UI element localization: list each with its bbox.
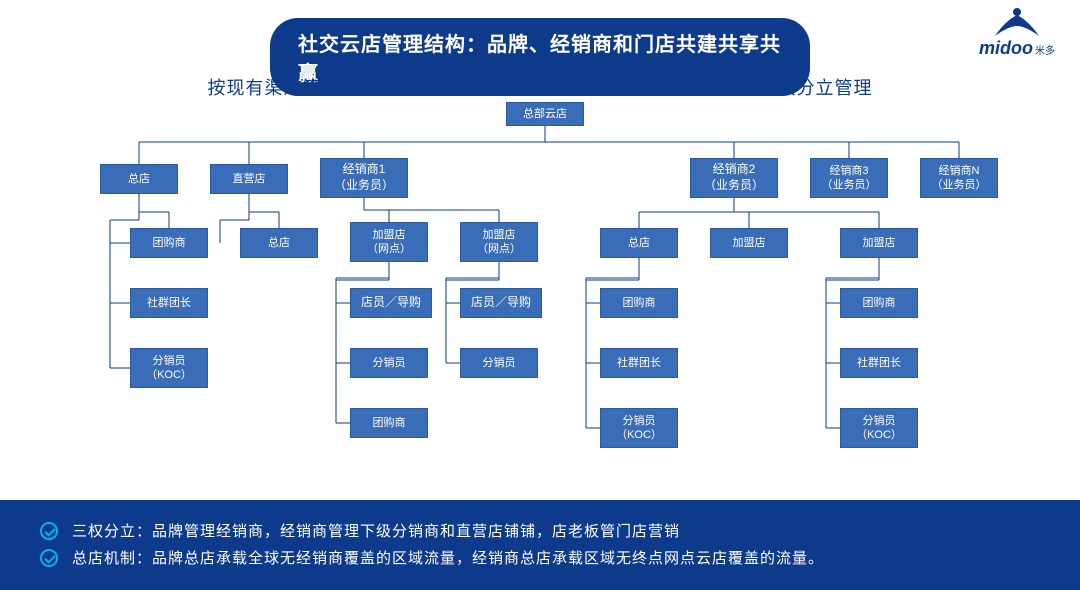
org-node-b4c3c: 分销员（KOC） — [840, 408, 918, 448]
org-node-root: 总部云店 — [506, 102, 584, 126]
footer-bar: 三权分立：品牌管理经销商，经销商管理下级分销商和直营店铺铺，店老板管门店营销 总… — [0, 500, 1080, 590]
org-node-b3: 经销商1（业务员） — [320, 158, 408, 198]
org-node-b4c1c: 分销员（KOC） — [600, 408, 678, 448]
org-chart: 总部云店总店 直营店 经销商1（业务员） 经销商2（业务员） 经销商3（业务员） 经销商N… — [50, 102, 1040, 482]
page-subtitle: 按现有渠道管理结构搭建线上管理平台，支持品牌、经销商、门店三权分立管理 — [0, 74, 1080, 100]
org-node-b6: 经销商N（业务员） — [920, 158, 998, 198]
org-node-b4c3: 加盟店 — [840, 228, 918, 258]
org-node-b4c1: 总店 — [600, 228, 678, 258]
footer-text-2: 总店机制：品牌总店承载全球无经销商覆盖的区域流量，经销商总店承载区域无终点网点云… — [72, 547, 824, 568]
org-node-b3c1b: 分销员 — [350, 348, 428, 378]
org-node-b1: 总店 — [100, 164, 178, 194]
logo-text: midoo米多 — [972, 38, 1062, 59]
org-node-b2c1: 总店 — [240, 228, 318, 258]
org-node-b3c2: 加盟店（网点） — [460, 222, 538, 262]
check-circle-icon — [40, 549, 58, 567]
logo-figure-icon — [989, 6, 1045, 42]
org-node-b4c1a: 团购商 — [600, 288, 678, 318]
check-circle-icon — [40, 522, 58, 540]
org-node-b4c2: 加盟店 — [710, 228, 788, 258]
org-node-b4: 经销商2（业务员） — [690, 158, 778, 198]
org-node-b1c2: 社群团长 — [130, 288, 208, 318]
org-node-b1c3: 分销员（KOC） — [130, 348, 208, 388]
org-node-b3c1a: 店员／导购 — [350, 288, 432, 318]
org-node-b3c1: 加盟店（网点） — [350, 222, 428, 262]
org-node-b4c3b: 社群团长 — [840, 348, 918, 378]
org-node-b3c2a: 店员／导购 — [460, 288, 542, 318]
org-node-b2: 直营店 — [210, 164, 288, 194]
org-node-b3c1c: 团购商 — [350, 408, 428, 438]
org-node-b1c1: 团购商 — [130, 228, 208, 258]
org-node-b4c3a: 团购商 — [840, 288, 918, 318]
brand-logo: midoo米多 — [972, 6, 1062, 59]
footer-row-2: 总店机制：品牌总店承载全球无经销商覆盖的区域流量，经销商总店承载区域无终点网点云… — [40, 547, 1040, 568]
org-node-b4c1b: 社群团长 — [600, 348, 678, 378]
footer-text-1: 三权分立：品牌管理经销商，经销商管理下级分销商和直营店铺铺，店老板管门店营销 — [72, 520, 680, 541]
footer-row-1: 三权分立：品牌管理经销商，经销商管理下级分销商和直营店铺铺，店老板管门店营销 — [40, 520, 1040, 541]
org-node-b5: 经销商3（业务员） — [810, 158, 888, 198]
org-node-b3c2b: 分销员 — [460, 348, 538, 378]
